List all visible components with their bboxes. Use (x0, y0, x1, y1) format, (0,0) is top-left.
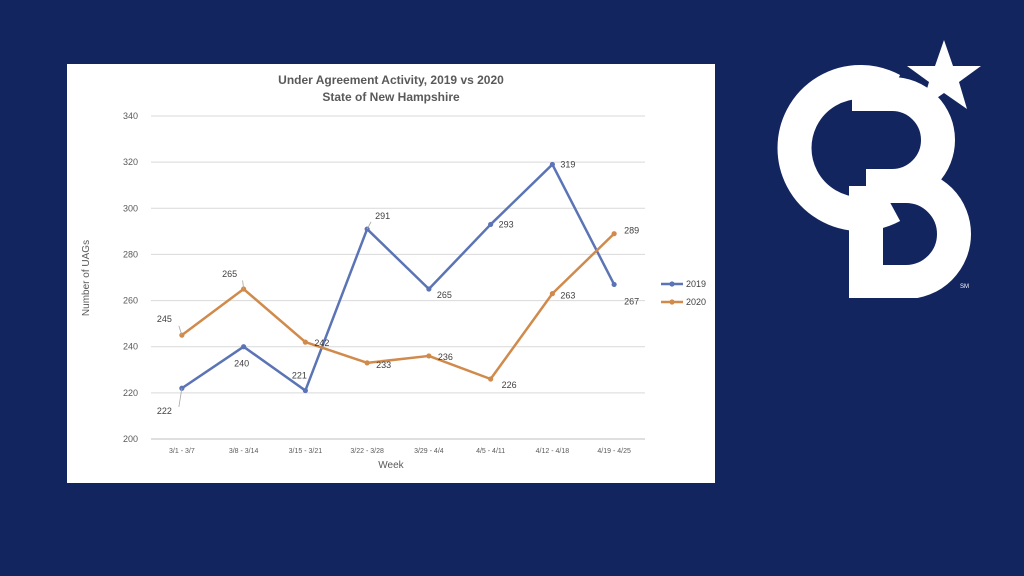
data-point-2019 (611, 281, 617, 288)
y-tick-label: 280 (123, 249, 138, 259)
series-line-2020 (181, 232, 615, 381)
data-label-2020: 245 (157, 314, 172, 324)
legend-marker-2020 (669, 299, 675, 305)
x-tick-label: 3/8 - 3/14 (229, 448, 259, 455)
data-point-2020 (549, 291, 555, 297)
data-point-2020 (611, 231, 617, 237)
x-axis-title: Week (378, 460, 404, 471)
coldwell-banker-logo: SM (777, 40, 981, 298)
data-point-2020 (426, 353, 432, 359)
series-line-2019 (181, 163, 616, 392)
data-label-2020: 236 (438, 352, 453, 362)
data-label-2020: 226 (502, 380, 517, 390)
data-label-2019: 221 (292, 371, 307, 381)
data-label-2020: 263 (560, 291, 575, 301)
x-tick-label: 3/29 - 4/4 (414, 448, 444, 455)
legend-label-2019: 2019 (686, 279, 706, 289)
logo-letter-b-lower (849, 169, 971, 298)
data-point-2019 (549, 161, 555, 168)
leader-line (178, 388, 183, 408)
y-tick-label: 240 (123, 342, 138, 352)
data-label-2020: 289 (624, 226, 639, 236)
line-chart: Under Agreement Activity, 2019 vs 2020 S… (81, 73, 706, 471)
leader-line (366, 221, 372, 230)
x-tick-label: 4/19 - 4/25 (597, 448, 631, 455)
data-point-2020 (302, 339, 308, 345)
y-tick-label: 260 (123, 296, 138, 306)
chart-title-line-2: State of New Hampshire (322, 90, 460, 104)
data-label-2019: 265 (437, 290, 452, 300)
data-label-2020: 233 (376, 360, 391, 370)
data-label-2019: 267 (624, 296, 639, 306)
data-label-2019: 291 (375, 211, 390, 221)
y-tick-label: 200 (123, 434, 138, 444)
data-point-2020 (488, 376, 494, 382)
chart-panel: Under Agreement Activity, 2019 vs 2020 S… (67, 64, 715, 483)
leader-line (178, 325, 183, 336)
y-tick-label: 320 (123, 157, 138, 167)
data-label-2020: 242 (314, 338, 329, 348)
data-label-2019: 319 (560, 159, 575, 169)
x-tick-label: 4/5 - 4/11 (476, 448, 505, 455)
leader-line (242, 280, 245, 290)
y-tick-label: 340 (123, 111, 138, 121)
y-axis-title: Number of UAGs (81, 240, 92, 316)
data-point-2019 (302, 387, 308, 394)
data-label-2019: 240 (234, 359, 249, 369)
x-tick-label: 3/22 - 3/28 (350, 448, 384, 455)
data-label-2019: 293 (499, 219, 514, 229)
legend-label-2020: 2020 (686, 297, 706, 307)
service-mark: SM (960, 284, 969, 290)
y-tick-label: 220 (123, 388, 138, 398)
legend-marker-2019 (669, 281, 675, 287)
data-label-2020: 265 (222, 269, 237, 279)
y-tick-label: 300 (123, 203, 138, 213)
data-point-2019 (488, 221, 494, 228)
data-point-2020 (364, 360, 370, 366)
logo-star-icon (907, 40, 981, 109)
data-label-2019: 222 (157, 406, 172, 416)
x-tick-label: 4/12 - 4/18 (536, 448, 570, 455)
x-tick-label: 3/15 - 3/21 (289, 448, 323, 455)
data-point-2019 (241, 344, 247, 350)
x-tick-label: 3/1 - 3/7 (169, 448, 195, 455)
data-point-2019 (426, 286, 432, 292)
chart-title-line-1: Under Agreement Activity, 2019 vs 2020 (278, 73, 504, 87)
